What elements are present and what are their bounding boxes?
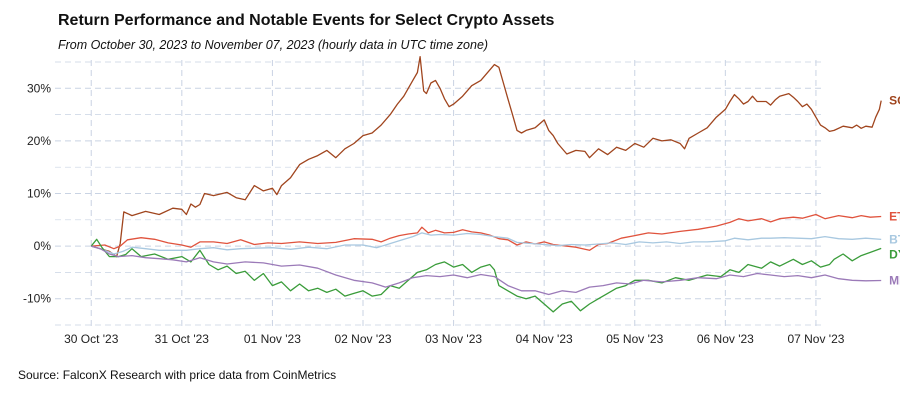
series-line-btc [91,232,882,255]
end-label-dydx: DYDX: -0.44% [889,247,900,261]
series-end-labels: SOL: 27.66% ETH: 5.63% BTC: 1.28%DYDX: -0.… [889,94,900,288]
x-axis: 30 Oct '23 31 Oct '23 01 Nov '23 02 Nov '23… [64,332,845,346]
series-line-mkr [91,245,882,296]
series-line-eth [91,213,882,251]
x-tick-label: 01 Nov '23 [244,332,301,346]
x-tick-label: 30 Oct '23 [64,332,119,346]
y-tick-label: 20% [27,134,51,148]
chart-title: Return Performance and Notable Events fo… [58,12,555,29]
x-tick-label: 04 Nov '23 [516,332,573,346]
x-tick-label: 05 Nov '23 [606,332,663,346]
grid-lines [55,60,825,327]
chart-subtitle: From October 30, 2023 to November 07, 20… [58,38,489,52]
y-tick-label: 10% [27,187,51,201]
y-tick-label: 0% [34,239,52,253]
y-tick-label: -10% [23,292,51,306]
end-label-mkr: MKR: -6.54% [889,274,900,288]
series-line-sol [91,56,882,258]
end-label-eth: ETH: 5.63% [889,209,900,223]
source-note: Source: FalconX Research with price data… [18,368,337,382]
y-axis: -10% 0% 10% 20% 30% [23,81,51,305]
x-tick-label: 02 Nov '23 [335,332,392,346]
x-tick-label: 07 Nov '23 [787,332,844,346]
series-lines [90,56,882,313]
x-tick-label: 03 Nov '23 [425,332,482,346]
end-label-btc: BTC: 1.28% [889,232,900,246]
x-tick-label: 31 Oct '23 [155,332,210,346]
end-label-sol: SOL: 27.66% [889,94,900,108]
y-tick-label: 30% [27,81,51,95]
series-line-dydx [90,238,882,313]
x-tick-label: 06 Nov '23 [697,332,754,346]
